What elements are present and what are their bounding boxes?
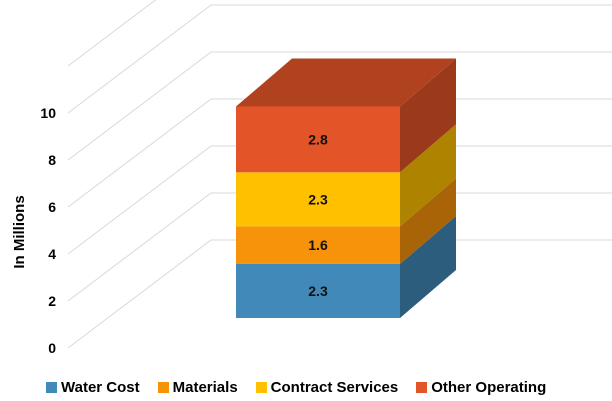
- bar-side-materials: [400, 178, 456, 264]
- legend-label: Other Operating: [431, 378, 547, 396]
- y-tick-label: 8: [48, 152, 56, 168]
- y-tick-label: 0: [48, 340, 56, 356]
- gridlines: [67, 0, 612, 349]
- legend-label: Contract Services: [270, 378, 399, 396]
- bar-side-other-operating: [400, 58, 456, 173]
- y-tick-label: 10: [40, 105, 56, 121]
- bar-side-water-cost: [400, 215, 456, 318]
- y-axis-label: In Millions: [11, 195, 28, 268]
- bar-stack: [236, 58, 456, 318]
- gridline: [67, 192, 612, 302]
- legend-item: Other Operating: [416, 379, 546, 396]
- gridline: [67, 239, 612, 349]
- data-label: 2.8: [308, 131, 328, 147]
- y-axis-ticks: 0 2 4 6 8 10: [40, 105, 56, 356]
- data-labels: 2.3 1.6 2.3 2.8: [308, 131, 328, 299]
- data-label: 2.3: [308, 283, 328, 299]
- gridline: [67, 4, 612, 114]
- legend-swatch: [255, 381, 267, 393]
- bar-segment-other-operating: [236, 106, 400, 173]
- legend-swatch: [157, 381, 169, 393]
- bar-segment-contract-services: [236, 172, 400, 227]
- legend: Water Cost Materials Contract Services Othe…: [46, 377, 564, 397]
- bar-side-contract-services: [400, 124, 456, 227]
- y-tick-label: 4: [48, 246, 56, 262]
- gridline: [67, 98, 612, 208]
- gridline: [67, 0, 157, 67]
- data-label: 2.3: [308, 191, 328, 207]
- legend-swatch: [416, 381, 428, 393]
- y-tick-label: 6: [48, 199, 56, 215]
- bar-segment-water-cost: [236, 263, 400, 318]
- legend-swatch: [46, 381, 57, 393]
- data-label: 1.6: [308, 237, 328, 253]
- legend-item: Materials: [157, 378, 238, 396]
- legend-label: Water Cost: [61, 378, 140, 396]
- legend-item: Water Cost: [46, 379, 140, 396]
- legend-item: Contract Services: [255, 378, 399, 396]
- y-tick-label: 2: [48, 293, 56, 309]
- legend-label: Materials: [172, 378, 238, 396]
- bar-top-face: [236, 58, 456, 107]
- gridline: [67, 145, 612, 255]
- gridline: [67, 51, 612, 161]
- bar-segment-materials: [236, 226, 400, 264]
